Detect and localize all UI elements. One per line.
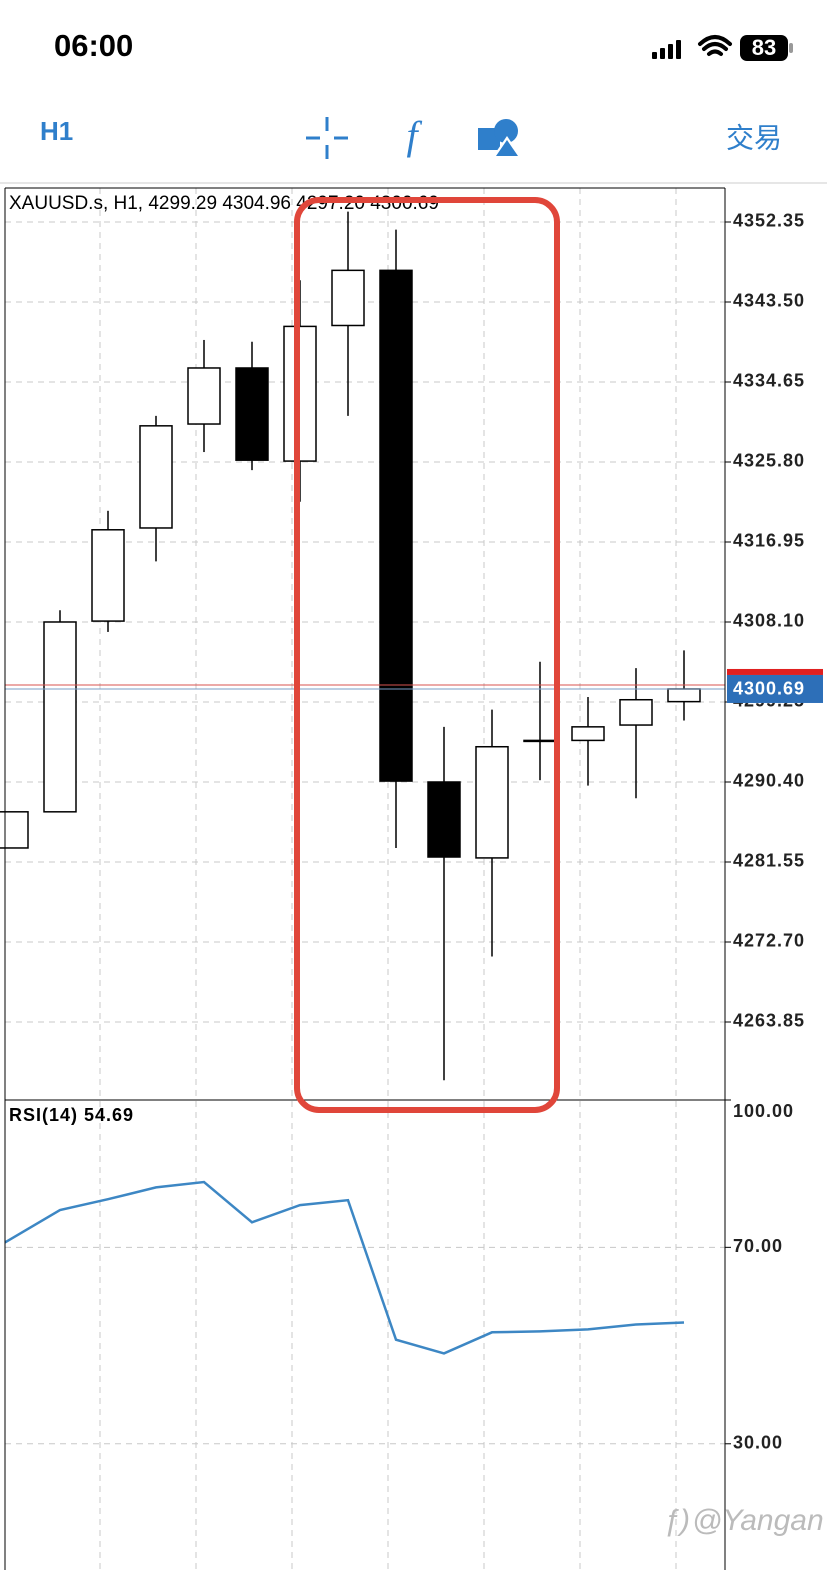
candle-body [235, 367, 269, 461]
wifi-icon [698, 35, 732, 56]
timeframe-button[interactable]: H1 [40, 116, 73, 146]
objects-button[interactable] [478, 119, 522, 158]
candle-body [619, 698, 653, 726]
rsi-line [4, 1180, 685, 1355]
candle-body [475, 745, 509, 859]
y-tick-label: 4281.55 [733, 851, 805, 871]
candle-body [571, 726, 605, 742]
candle-body [523, 739, 557, 743]
candle-body [427, 781, 461, 858]
ask-price-tag [727, 668, 823, 675]
y-tick-label: 100.00 [733, 1101, 794, 1121]
y-tick-label: 4325.80 [733, 451, 805, 471]
chart-title: XAUUSD.s, H1, 4299.29 4304.96 4297.20 43… [9, 193, 439, 214]
battery-tip [789, 43, 793, 53]
indicator-button[interactable]: f [406, 113, 422, 158]
status-time: 06:00 [54, 28, 133, 63]
candle-body [187, 367, 221, 425]
candle-body [667, 688, 701, 703]
watermark-logo: ƒ) [663, 1504, 690, 1537]
candle-body [379, 269, 413, 782]
candle-body [331, 269, 365, 327]
trade-button[interactable]: 交易 [726, 122, 782, 153]
candle-body [139, 425, 173, 529]
y-tick-label: 4263.85 [733, 1011, 805, 1031]
y-tick-label: 4343.50 [733, 291, 805, 311]
candle-body [91, 529, 125, 622]
y-tick-label: 4272.70 [733, 931, 805, 951]
watermark: @Yangan [692, 1504, 824, 1537]
chart-title: RSI(14) 54.69 [9, 1105, 134, 1125]
y-tick-label: 4334.65 [733, 371, 805, 391]
highlight-box [294, 197, 560, 1113]
y-tick-label: 4316.95 [733, 531, 805, 551]
y-tick-label: 70.00 [733, 1236, 783, 1256]
candle-body [43, 621, 77, 813]
battery-level: 83 [752, 35, 776, 60]
chart-area: 4352.35 4343.50 4334.65 4325.80 4316.95 4308.… [0, 187, 823, 1570]
crosshair-button[interactable] [306, 117, 348, 159]
y-tick-label: 4308.10 [733, 611, 805, 631]
y-tick-label: 4290.40 [733, 771, 805, 791]
y-tick-label: 4352.35 [733, 211, 805, 231]
signal-icon [652, 40, 681, 59]
y-tick-label: 30.00 [733, 1433, 783, 1453]
battery-icon [740, 35, 788, 61]
candle-body [0, 811, 29, 849]
last-price-tag [727, 674, 823, 703]
last-price-label: 4300.69 [733, 679, 805, 699]
